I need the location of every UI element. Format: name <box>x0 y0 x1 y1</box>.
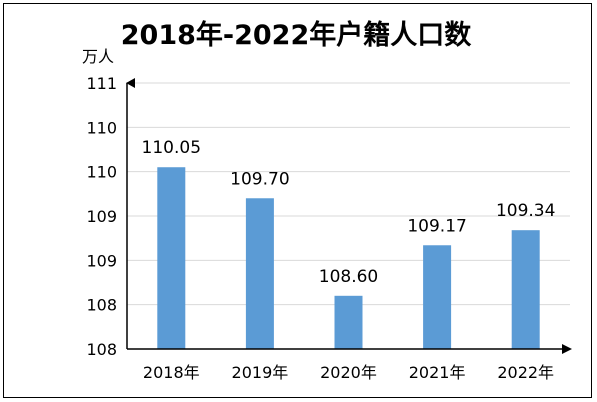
y-tick-label: 108 <box>86 296 117 315</box>
bar <box>511 230 540 349</box>
data-label: 110.05 <box>142 138 201 158</box>
chart-title: 2018年-2022年户籍人口数 <box>121 19 472 51</box>
bar <box>423 245 452 349</box>
y-tick-labels: 108 108 109 109 110 110 111 <box>86 74 117 359</box>
y-tick-label: 111 <box>86 74 117 93</box>
bar <box>334 295 363 349</box>
y-tick-label: 108 <box>86 340 117 359</box>
data-label: 109.17 <box>407 216 466 236</box>
x-tick-label: 2020年 <box>320 363 377 382</box>
bar <box>245 198 274 349</box>
bar <box>157 167 186 349</box>
bars <box>157 167 540 349</box>
y-tick-label: 110 <box>86 118 117 137</box>
x-tick-labels: 2018年 2019年 2020年 2021年 2022年 <box>143 363 554 382</box>
x-tick-label: 2019年 <box>232 363 289 382</box>
data-labels: 110.05 109.70 108.60 109.17 109.34 <box>142 138 556 287</box>
x-tick-label: 2021年 <box>409 363 466 382</box>
axes <box>126 78 572 354</box>
chart-frame <box>3 3 592 398</box>
y-tick-label: 110 <box>86 163 117 182</box>
data-label: 108.60 <box>319 267 378 287</box>
y-axis-unit-label: 万人 <box>82 47 114 66</box>
x-tick-label: 2022年 <box>497 363 554 382</box>
gridlines <box>127 82 570 306</box>
data-label: 109.34 <box>496 201 555 221</box>
x-axis-arrow-icon <box>562 344 572 354</box>
x-tick-label: 2018年 <box>143 363 200 382</box>
y-tick-label: 109 <box>86 207 117 226</box>
y-tick-label: 109 <box>86 251 117 270</box>
data-label: 109.70 <box>230 169 289 189</box>
